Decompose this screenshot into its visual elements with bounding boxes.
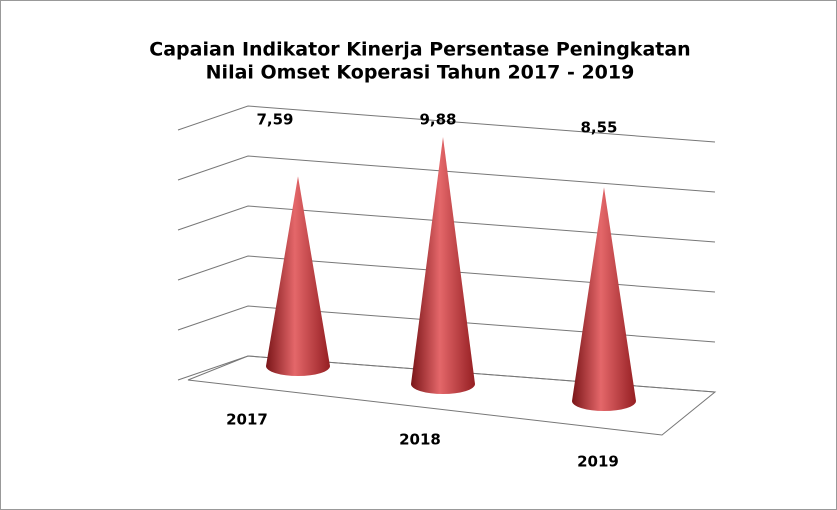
grid-line: [177, 205, 716, 243]
value-label: 9,88: [419, 111, 456, 129]
grid-line: [177, 105, 716, 143]
chart-title: Capaian Indikator Kinerja Persentase Pen…: [149, 39, 690, 61]
value-label: 8,55: [580, 119, 617, 137]
grid-line: [177, 155, 716, 193]
x-tick-label: 2019: [577, 453, 619, 471]
cone: [266, 176, 330, 376]
grid-line: [177, 255, 716, 293]
x-tick-label: 2018: [399, 431, 441, 449]
x-tick-label: 2017: [226, 411, 268, 429]
grid-line: [177, 355, 716, 393]
cone: [572, 187, 636, 411]
cone: [411, 137, 475, 394]
grid-line: [177, 305, 716, 343]
chart-title: Nilai Omset Koperasi Tahun 2017 - 2019: [206, 62, 635, 84]
value-label: 7,59: [256, 111, 293, 129]
